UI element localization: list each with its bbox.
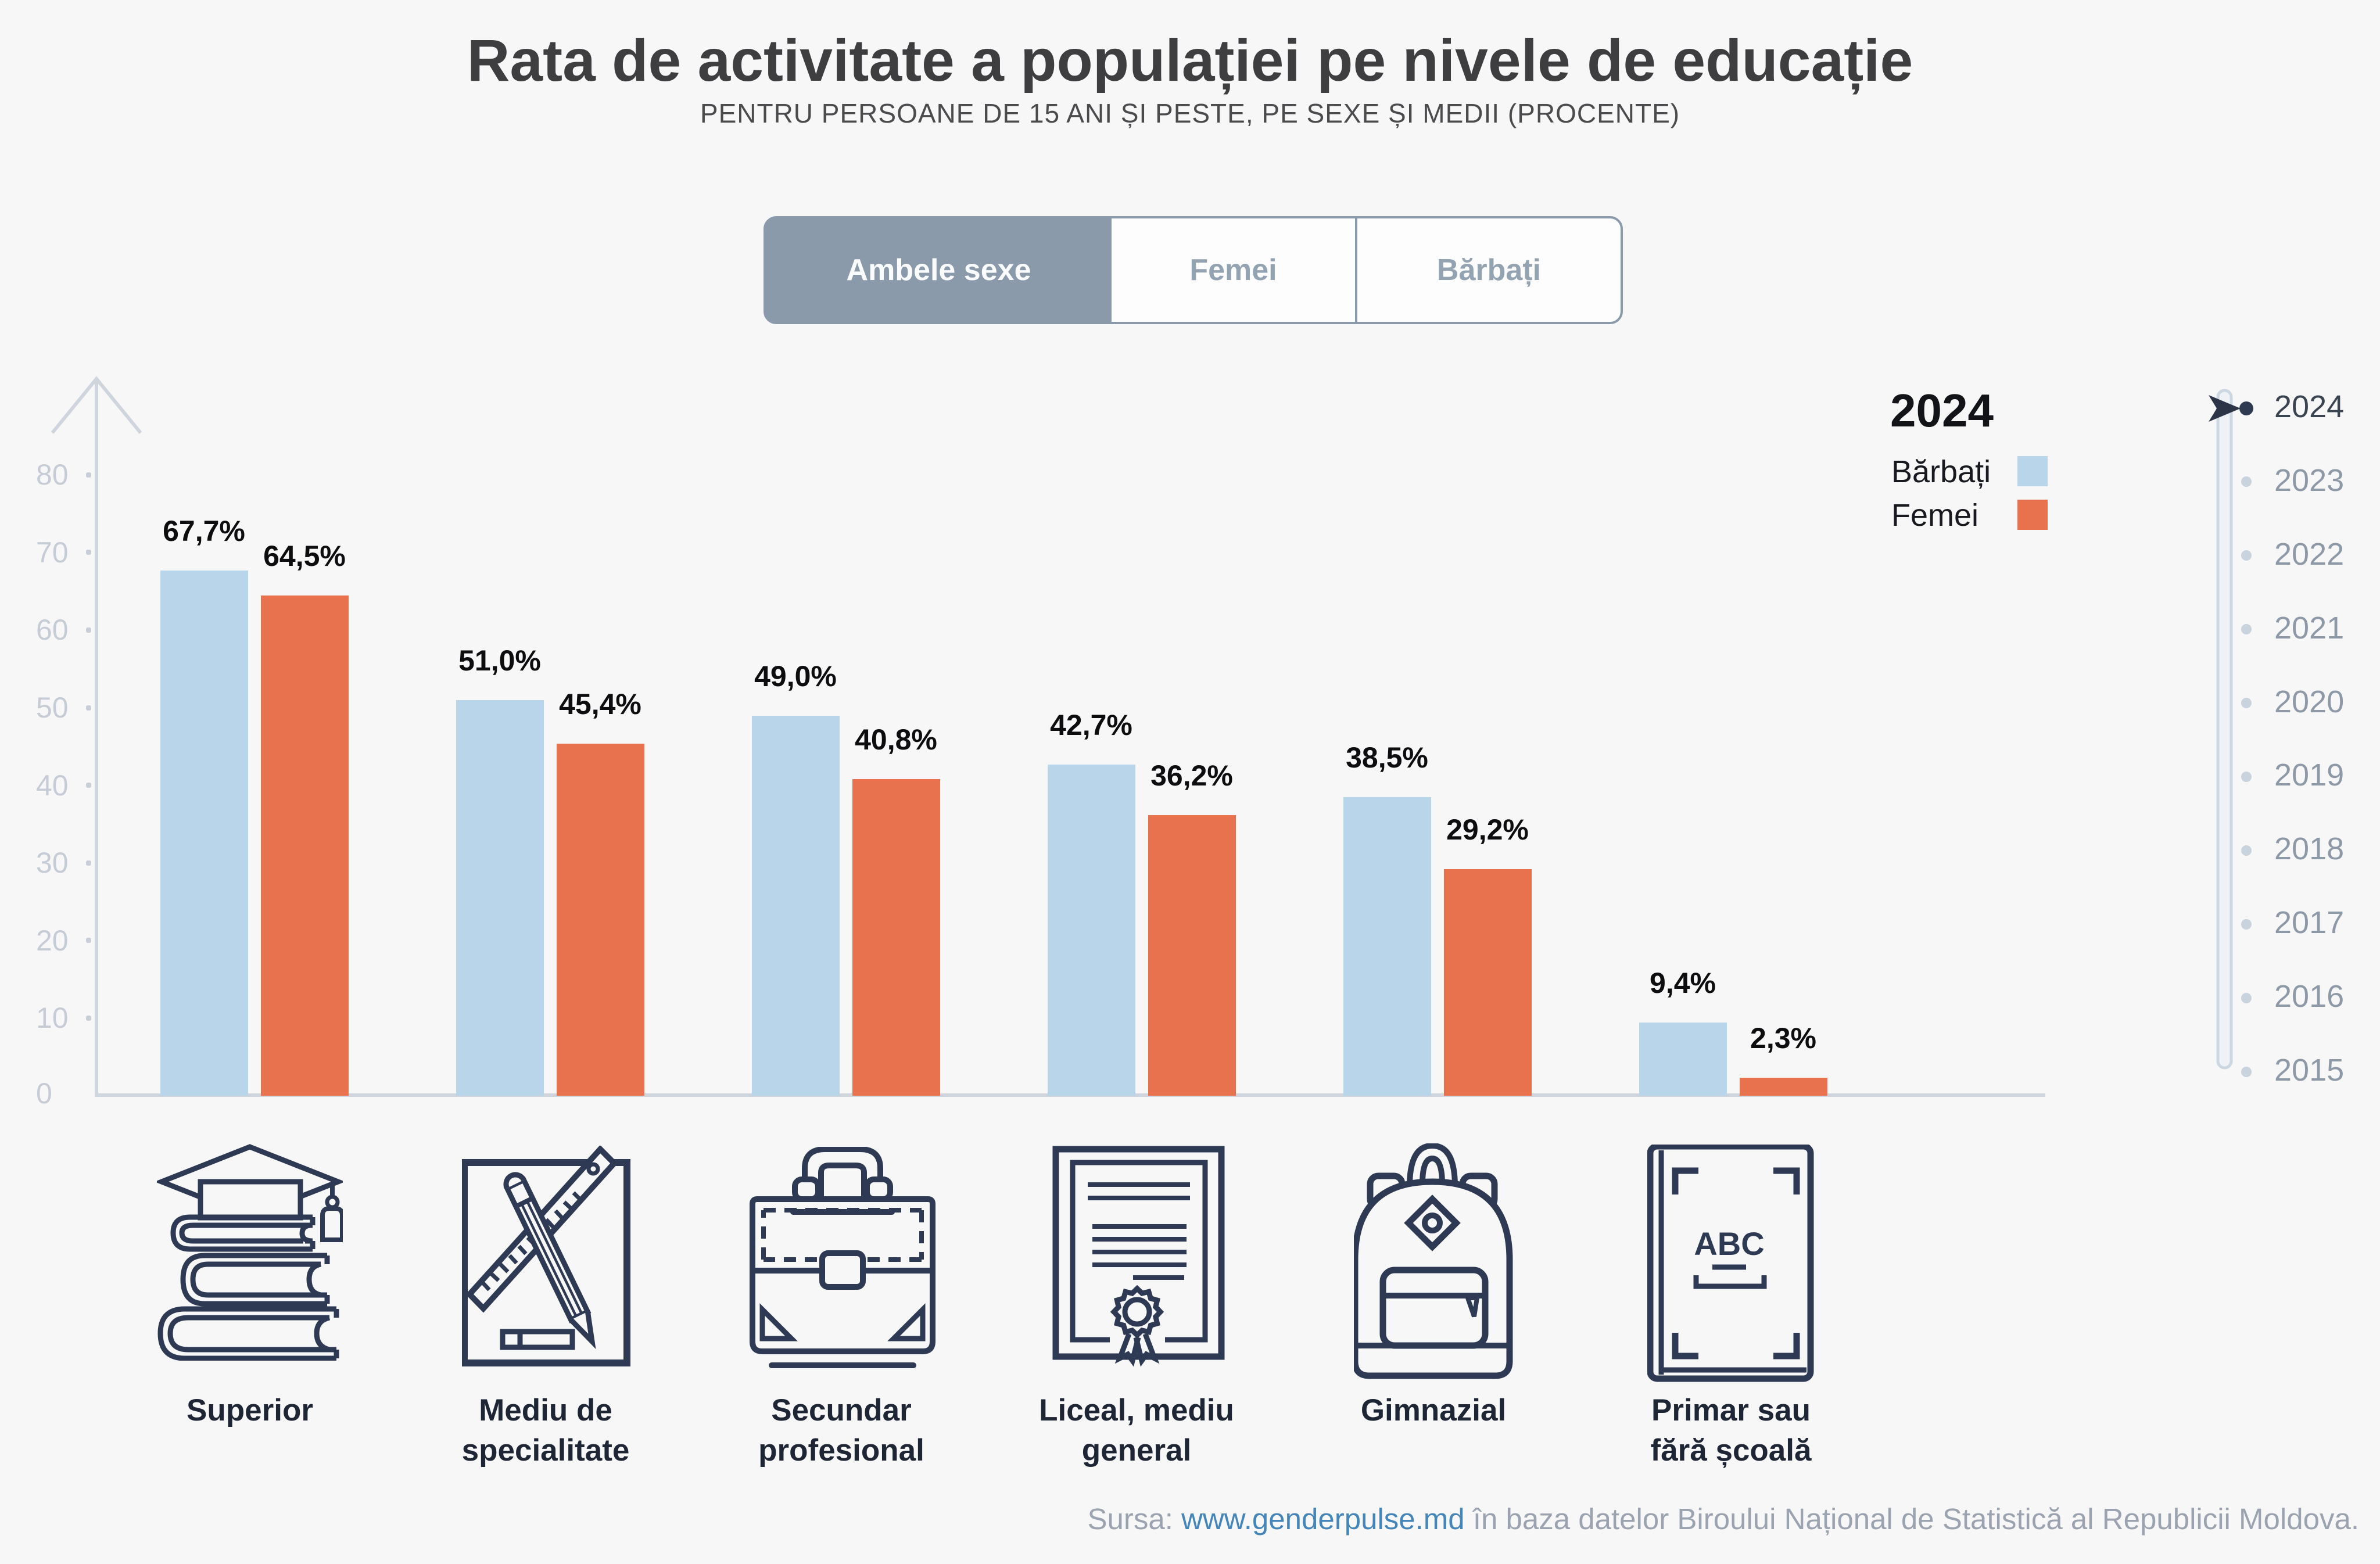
svg-text:ABC: ABC xyxy=(1694,1225,1764,1262)
